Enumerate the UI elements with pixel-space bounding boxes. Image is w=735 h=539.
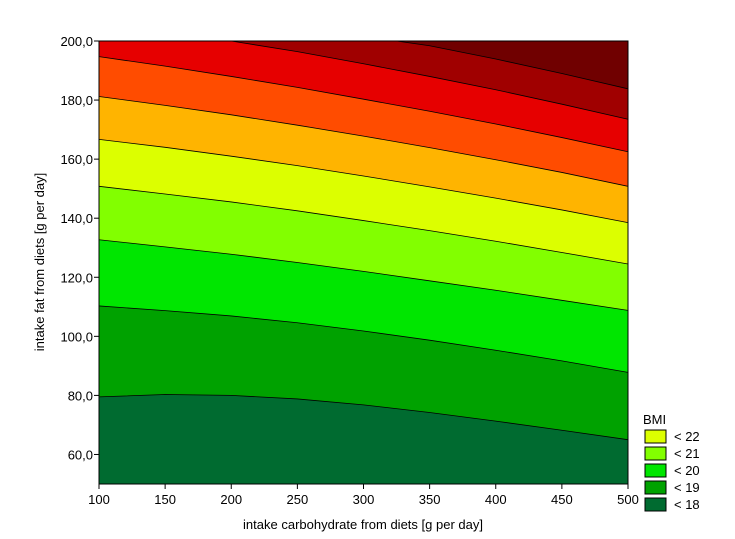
x-tick-label: 100 (88, 492, 110, 507)
contour-line (99, 138, 628, 224)
contour-lines (99, 41, 628, 441)
y-tick-label: 60,0 (68, 447, 93, 462)
contour-line (231, 41, 628, 120)
legend-swatch (644, 429, 667, 444)
contour-line (99, 96, 628, 187)
y-tick-label: 80,0 (68, 388, 93, 403)
legend-label: < 18 (674, 497, 700, 512)
legend-swatch (644, 446, 667, 461)
x-tick-label: 150 (154, 492, 176, 507)
legend-label: < 19 (674, 480, 700, 495)
contour-line (99, 56, 628, 153)
contour-line (99, 305, 628, 373)
legend-swatch (644, 480, 667, 495)
contour-line (396, 41, 628, 90)
legend-swatch (644, 497, 667, 512)
y-tick-label: 120,0 (60, 270, 93, 285)
x-axis: 100 150 200 250 300 350 400 450 500 (88, 484, 639, 507)
legend: BMI < 22 < 21 < 20 < 19 < 18 (643, 412, 700, 512)
contour-band (99, 394, 628, 484)
y-tick-label: 140,0 (60, 211, 93, 226)
x-tick-label: 450 (551, 492, 573, 507)
contour-bands (99, 41, 628, 484)
contour-line (99, 185, 628, 265)
y-axis: 60,0 80,0 100,0 120,0 140,0 160,0 180,0 200,0 (60, 34, 99, 462)
legend-label: < 22 (674, 429, 700, 444)
x-axis-label: intake carbohydrate from diets [g per da… (243, 517, 483, 532)
x-tick-label: 400 (485, 492, 507, 507)
y-tick-label: 180,0 (60, 93, 93, 108)
contour-line (99, 394, 628, 441)
y-axis-label: intake fat from diets [g per day] (32, 173, 47, 351)
y-tick-label: 100,0 (60, 329, 93, 344)
legend-title: BMI (643, 412, 666, 427)
y-tick-label: 160,0 (60, 152, 93, 167)
x-tick-label: 500 (617, 492, 639, 507)
legend-swatch (644, 463, 667, 478)
x-tick-label: 250 (287, 492, 309, 507)
x-tick-label: 300 (353, 492, 375, 507)
y-tick-label: 200,0 (60, 34, 93, 49)
legend-label: < 21 (674, 446, 700, 461)
plot-area (98, 40, 629, 485)
legend-label: < 20 (674, 463, 700, 478)
x-tick-label: 200 (220, 492, 242, 507)
x-tick-label: 350 (419, 492, 441, 507)
contour-line (99, 239, 628, 311)
